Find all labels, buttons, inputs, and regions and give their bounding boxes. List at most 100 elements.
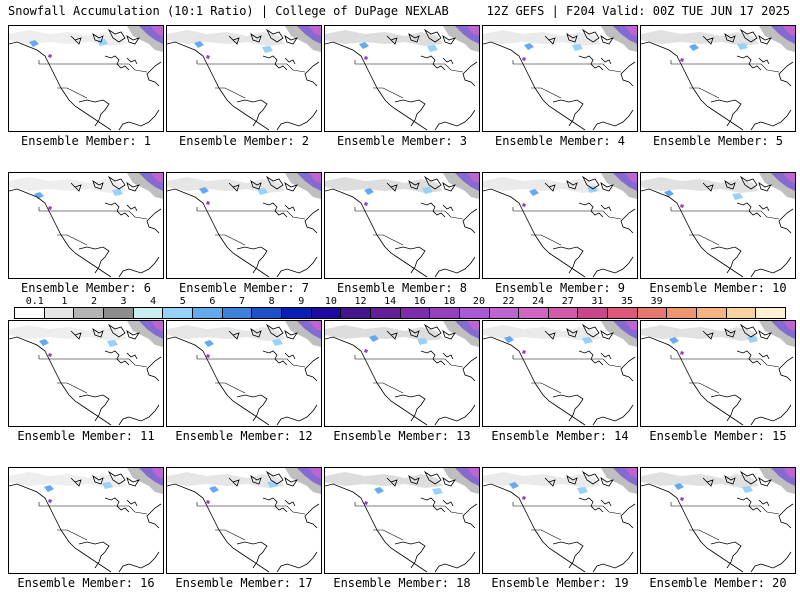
colorbar-tick-label: 31 <box>591 296 604 307</box>
ensemble-member-label: Ensemble Member: 2 <box>178 134 310 148</box>
colorbar-swatch <box>74 308 104 318</box>
ensemble-member-map <box>482 320 638 427</box>
colorbar-swatch <box>370 308 401 318</box>
map-canvas <box>325 468 479 573</box>
ensemble-member-map <box>166 320 322 427</box>
ensemble-member-map <box>8 25 164 132</box>
ensemble-member-label: Ensemble Member: 14 <box>491 429 629 443</box>
ensemble-member-label: Ensemble Member: 13 <box>333 429 471 443</box>
snowfall-shading <box>641 26 795 62</box>
ensemble-member-label: Ensemble Member: 8 <box>336 281 468 295</box>
colorbar-swatch <box>726 308 757 318</box>
ensemble-member-map <box>324 320 480 427</box>
colorbar-tick-label: 27 <box>561 296 574 307</box>
ensemble-member-label: Ensemble Member: 7 <box>178 281 310 295</box>
snowfall-shading <box>9 26 163 58</box>
colorbar-tick-label: 6 <box>209 296 216 307</box>
colorbar-tick-label: 35 <box>621 296 634 307</box>
colorbar-swatch <box>222 308 253 318</box>
map-outline <box>325 28 478 131</box>
map-outline <box>325 470 478 573</box>
map-outline <box>167 28 320 131</box>
snowfall-shading <box>483 468 637 500</box>
colorbar-swatch <box>281 308 312 318</box>
colorbar-swatch <box>519 308 549 318</box>
colorbar-swatch <box>400 308 431 318</box>
ensemble-member-map <box>8 320 164 427</box>
colorbar-swatch <box>637 308 668 318</box>
map-canvas <box>9 173 163 278</box>
ensemble-member-label: Ensemble Member: 19 <box>491 576 629 590</box>
snowfall-shading <box>483 26 637 61</box>
ensemble-member-label: Ensemble Member: 18 <box>333 576 471 590</box>
ensemble-member-label: Ensemble Member: 16 <box>17 576 155 590</box>
colorbar-swatch <box>756 308 786 318</box>
map-outline <box>9 470 162 573</box>
ensemble-member-map <box>324 25 480 132</box>
colorbar-swatch <box>697 308 727 318</box>
colorbar-tick-label: 8 <box>268 296 275 307</box>
colorbar-swatch <box>192 308 223 318</box>
snowfall-shading <box>167 173 321 205</box>
map-outline <box>641 28 794 131</box>
snowfall-shading <box>325 468 479 505</box>
colorbar-swatch <box>341 308 371 318</box>
ensemble-member-label: Ensemble Member: 11 <box>17 429 155 443</box>
map-canvas <box>483 26 637 131</box>
ensemble-member-label: Ensemble Member: 1 <box>20 134 152 148</box>
map-outline <box>641 323 794 426</box>
colorbar <box>14 307 786 319</box>
ensemble-member-label: Ensemble Member: 9 <box>494 281 626 295</box>
map-outline <box>167 175 320 278</box>
ensemble-member-map <box>640 467 796 574</box>
colorbar-tick-label: 4 <box>150 296 157 307</box>
model-valid-time: 12Z GEFS | F204 Valid: 00Z TUE JUN 17 20… <box>486 4 790 18</box>
ensemble-member-label: Ensemble Member: 6 <box>20 281 152 295</box>
ensemble-member-label: Ensemble Member: 4 <box>494 134 626 148</box>
colorbar-swatch <box>430 308 460 318</box>
ensemble-member-map <box>166 467 322 574</box>
snowfall-shading <box>325 321 479 353</box>
colorbar-swatch <box>44 308 75 318</box>
ensemble-member-map <box>640 320 796 427</box>
snowfall-shading <box>483 173 637 207</box>
ensemble-member-map <box>482 172 638 279</box>
ensemble-member-label: Ensemble Member: 15 <box>649 429 787 443</box>
map-canvas <box>325 26 479 131</box>
colorbar-swatch <box>15 308 45 318</box>
colorbar-swatch <box>103 308 134 318</box>
map-canvas <box>483 321 637 426</box>
colorbar-tick-label: 10 <box>324 296 337 307</box>
snowfall-shading <box>325 173 479 206</box>
map-canvas <box>641 26 795 131</box>
colorbar-swatch <box>608 308 638 318</box>
map-canvas <box>9 26 163 131</box>
map-canvas <box>641 468 795 573</box>
map-canvas <box>483 468 637 573</box>
map-canvas <box>167 321 321 426</box>
ensemble-member-map <box>166 25 322 132</box>
map-canvas <box>167 468 321 573</box>
map-canvas <box>641 173 795 278</box>
colorbar-tick-label: 24 <box>532 296 545 307</box>
ensemble-member-map <box>482 25 638 132</box>
ensemble-member-label: Ensemble Member: 3 <box>336 134 468 148</box>
colorbar-tick-label: 39 <box>650 296 663 307</box>
ensemble-member-map <box>8 467 164 574</box>
map-outline <box>325 175 478 278</box>
snowfall-shading <box>9 468 163 503</box>
colorbar-tick-label: 0.1 <box>25 296 44 307</box>
ensemble-member-map <box>640 25 796 132</box>
map-canvas <box>325 173 479 278</box>
colorbar-tick-label: 1 <box>61 296 68 307</box>
snowfall-shading <box>641 173 795 208</box>
colorbar-swatch <box>133 308 164 318</box>
map-outline <box>9 175 162 278</box>
ensemble-member-label: Ensemble Member: 17 <box>175 576 313 590</box>
colorbar-tick-label: 2 <box>90 296 97 307</box>
map-outline <box>483 470 636 573</box>
snowfall-shading <box>167 26 321 59</box>
snowfall-shading <box>641 468 795 501</box>
map-outline <box>9 323 162 426</box>
map-outline <box>167 323 320 426</box>
